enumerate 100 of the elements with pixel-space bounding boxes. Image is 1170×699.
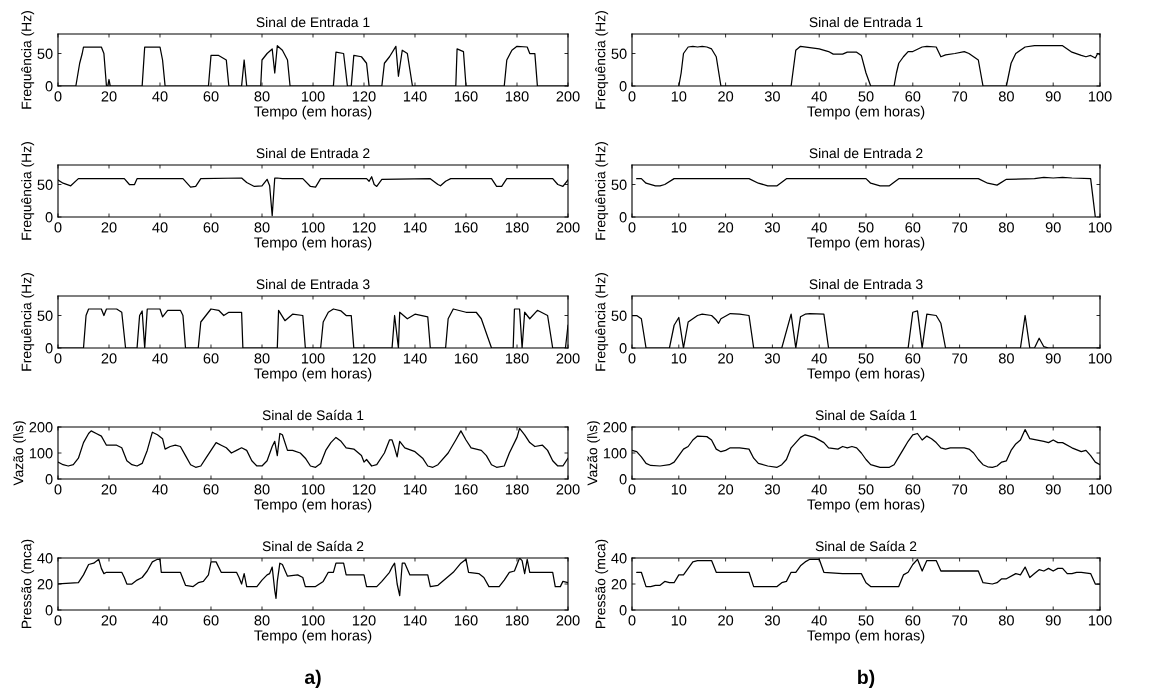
y-tick-label: 20 bbox=[611, 579, 627, 590]
x-tick-label: 160 bbox=[454, 484, 478, 495]
y-tick-label: 50 bbox=[37, 310, 53, 321]
x-tick-label: 20 bbox=[101, 484, 117, 495]
x-tick-label: 20 bbox=[101, 353, 117, 364]
x-tick-label: 90 bbox=[1045, 353, 1061, 364]
x-tick-label: 10 bbox=[671, 615, 687, 626]
x-tick-label: 60 bbox=[203, 484, 219, 495]
x-tick-label: 180 bbox=[505, 484, 529, 495]
y-axis-title: Pressão (mca) bbox=[21, 539, 35, 629]
x-tick-label: 60 bbox=[203, 222, 219, 233]
x-tick-label: 30 bbox=[764, 353, 780, 364]
y-tick-label: 20 bbox=[37, 579, 53, 590]
x-axis-title: Tempo (em horas) bbox=[254, 105, 372, 120]
x-tick-label: 120 bbox=[352, 615, 376, 626]
chart-title: Sinal de Entrada 2 bbox=[256, 147, 370, 159]
x-tick-label: 120 bbox=[352, 222, 376, 233]
x-tick-label: 50 bbox=[858, 222, 874, 233]
y-tick-label: 50 bbox=[611, 179, 627, 190]
x-tick-label: 50 bbox=[858, 91, 874, 102]
x-tick-label: 100 bbox=[301, 353, 325, 364]
y-axis-title: Frequência (Hz) bbox=[595, 11, 609, 109]
x-tick-label: 10 bbox=[671, 222, 687, 233]
x-tick-label: 20 bbox=[718, 484, 734, 495]
x-tick-label: 180 bbox=[505, 615, 529, 626]
x-tick-label: 100 bbox=[301, 484, 325, 495]
x-tick-label: 80 bbox=[254, 222, 270, 233]
x-tick-label: 50 bbox=[858, 484, 874, 495]
x-tick-label: 140 bbox=[403, 353, 427, 364]
x-tick-label: 40 bbox=[152, 484, 168, 495]
x-tick-label: 60 bbox=[203, 91, 219, 102]
x-tick-label: 60 bbox=[203, 353, 219, 364]
x-axis-title: Tempo (em horas) bbox=[807, 236, 925, 251]
x-tick-label: 140 bbox=[403, 91, 427, 102]
x-tick-label: 10 bbox=[671, 484, 687, 495]
x-tick-label: 160 bbox=[454, 91, 478, 102]
chart-title: Sinal de Saída 2 bbox=[815, 540, 917, 552]
x-tick-label: 140 bbox=[403, 615, 427, 626]
text: a) bbox=[304, 669, 321, 688]
x-tick-label: 40 bbox=[811, 615, 827, 626]
x-tick-label: 40 bbox=[152, 615, 168, 626]
x-tick-label: 100 bbox=[301, 222, 325, 233]
x-tick-label: 70 bbox=[952, 484, 968, 495]
x-tick-label: 100 bbox=[1088, 615, 1112, 626]
x-tick-label: 80 bbox=[998, 484, 1014, 495]
x-tick-label: 0 bbox=[628, 615, 636, 626]
x-tick-label: 10 bbox=[671, 353, 687, 364]
x-tick-label: 40 bbox=[811, 222, 827, 233]
y-axis-title: Vazão (l\s) bbox=[13, 421, 27, 486]
y-tick-label: 0 bbox=[45, 343, 53, 354]
y-tick-label: 0 bbox=[619, 474, 627, 485]
x-tick-label: 30 bbox=[764, 91, 780, 102]
x-tick-label: 100 bbox=[1088, 222, 1112, 233]
x-tick-label: 0 bbox=[628, 353, 636, 364]
x-tick-label: 80 bbox=[998, 615, 1014, 626]
x-tick-label: 0 bbox=[54, 353, 62, 364]
x-tick-label: 50 bbox=[858, 615, 874, 626]
x-axis-title: Tempo (em horas) bbox=[254, 367, 372, 382]
x-tick-label: 40 bbox=[152, 91, 168, 102]
x-tick-label: 20 bbox=[718, 91, 734, 102]
x-tick-label: 60 bbox=[203, 615, 219, 626]
y-tick-label: 200 bbox=[29, 422, 53, 433]
x-tick-label: 30 bbox=[764, 484, 780, 495]
text: b) bbox=[858, 669, 875, 688]
x-tick-label: 40 bbox=[811, 353, 827, 364]
x-tick-label: 200 bbox=[556, 91, 580, 102]
x-tick-label: 180 bbox=[505, 222, 529, 233]
x-tick-label: 200 bbox=[556, 222, 580, 233]
y-tick-label: 0 bbox=[45, 474, 53, 485]
y-tick-label: 0 bbox=[45, 212, 53, 223]
y-tick-label: 200 bbox=[603, 422, 627, 433]
x-tick-label: 90 bbox=[1045, 222, 1061, 233]
x-tick-label: 80 bbox=[254, 353, 270, 364]
x-tick-label: 80 bbox=[998, 222, 1014, 233]
x-tick-label: 100 bbox=[301, 91, 325, 102]
chart-title: Sinal de Entrada 1 bbox=[256, 16, 370, 28]
x-tick-label: 20 bbox=[718, 615, 734, 626]
x-tick-label: 140 bbox=[403, 222, 427, 233]
x-tick-label: 50 bbox=[858, 353, 874, 364]
chart-title: Sinal de Entrada 3 bbox=[256, 278, 370, 290]
x-tick-label: 70 bbox=[952, 91, 968, 102]
x-tick-label: 0 bbox=[628, 484, 636, 495]
y-tick-label: 0 bbox=[45, 81, 53, 92]
x-tick-label: 20 bbox=[101, 615, 117, 626]
x-tick-label: 60 bbox=[905, 91, 921, 102]
x-tick-label: 0 bbox=[54, 222, 62, 233]
x-axis-title: Tempo (em horas) bbox=[807, 629, 925, 644]
x-tick-label: 70 bbox=[952, 222, 968, 233]
x-tick-label: 100 bbox=[1088, 484, 1112, 495]
x-tick-label: 160 bbox=[454, 222, 478, 233]
x-tick-label: 0 bbox=[54, 91, 62, 102]
x-tick-label: 20 bbox=[101, 91, 117, 102]
x-tick-label: 60 bbox=[905, 222, 921, 233]
x-tick-label: 90 bbox=[1045, 615, 1061, 626]
chart-title: Sinal de Entrada 3 bbox=[809, 278, 923, 290]
x-tick-label: 0 bbox=[54, 484, 62, 495]
x-axis-title: Tempo (em horas) bbox=[254, 629, 372, 644]
y-tick-label: 0 bbox=[619, 212, 627, 223]
x-axis-title: Tempo (em horas) bbox=[807, 105, 925, 120]
x-tick-label: 20 bbox=[718, 353, 734, 364]
